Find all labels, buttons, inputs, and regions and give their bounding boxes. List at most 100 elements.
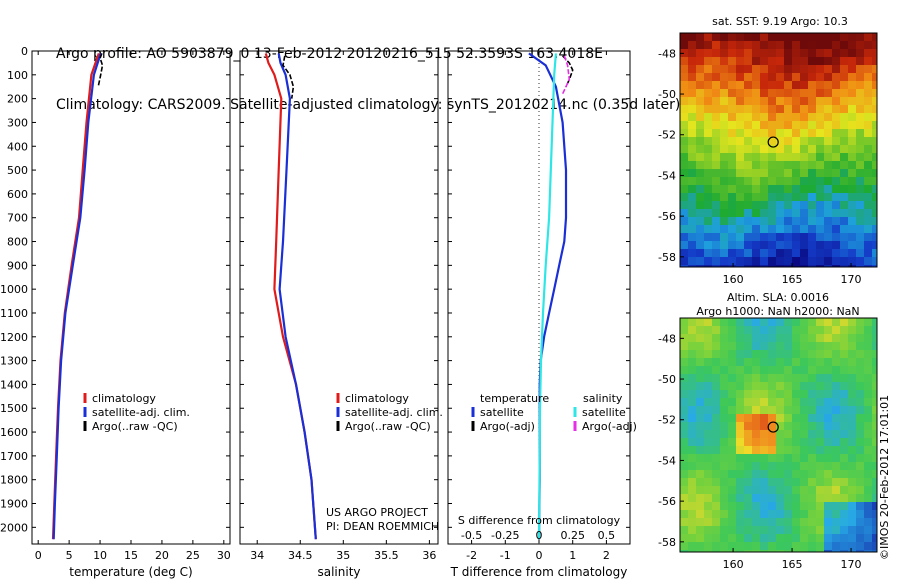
map-lon-label: 160 bbox=[723, 558, 744, 571]
x-tick-label: -1 bbox=[500, 549, 511, 562]
series-line-satellite bbox=[537, 53, 557, 540]
y-tick-label: 1100 bbox=[0, 307, 28, 320]
x-tick-label: 0 bbox=[536, 549, 543, 562]
map-frame bbox=[679, 317, 878, 553]
y-tick-label: 800 bbox=[7, 236, 28, 249]
plot-frame-0 bbox=[31, 50, 231, 545]
s-tick-label: -0.25 bbox=[491, 529, 519, 542]
map-lat-label: -48 bbox=[658, 332, 676, 345]
title-line-1: Argo profile: AO 5903879_0 13-Feb-2012 2… bbox=[56, 46, 603, 62]
y-tick-label: 200 bbox=[7, 93, 28, 106]
series-line-climatology bbox=[51, 53, 100, 540]
map-lon-label: 160 bbox=[723, 273, 744, 286]
map-lon-label: 170 bbox=[841, 558, 862, 571]
y-tick-label: 700 bbox=[7, 212, 28, 225]
y-tick-label: 1700 bbox=[0, 450, 28, 463]
y-tick-label: 1300 bbox=[0, 355, 28, 368]
pi-credit: PI: DEAN ROEMMICH bbox=[326, 520, 439, 533]
plot-frame-1 bbox=[239, 50, 439, 545]
map-lon-label: 170 bbox=[841, 273, 862, 286]
sst-map-field bbox=[680, 33, 877, 267]
legend-argo: Argo(..raw -QC) bbox=[92, 420, 178, 433]
x-tick-label: 0 bbox=[35, 549, 42, 562]
x-tick-label: 20 bbox=[155, 549, 169, 562]
y-tick-label: 2000 bbox=[0, 521, 28, 534]
legend-s-satellite: satellite bbox=[582, 406, 626, 419]
legend-t-satellite: satellite bbox=[480, 406, 524, 419]
map-lat-label: -58 bbox=[658, 251, 676, 264]
map-lat-label: -54 bbox=[658, 169, 676, 182]
y-tick-label: 1800 bbox=[0, 474, 28, 487]
map-lat-label: -50 bbox=[658, 88, 676, 101]
text-layer: 0100200300400500600700800900100011001200… bbox=[0, 15, 862, 579]
y-tick-label: 400 bbox=[7, 140, 28, 153]
x-axis-label: temperature (deg C) bbox=[69, 565, 192, 579]
series-line-climatology bbox=[264, 53, 317, 540]
x-tick-label: 5 bbox=[66, 549, 73, 562]
y-tick-label: 1600 bbox=[0, 426, 28, 439]
map-lat-label: -56 bbox=[658, 495, 676, 508]
s-tick-label: 0.25 bbox=[560, 529, 585, 542]
s-axis-label: S difference from climatology bbox=[458, 514, 621, 527]
map-lat-label: -52 bbox=[658, 414, 676, 427]
x-tick-label: 10 bbox=[93, 549, 107, 562]
series-line-satellite-adj-clim- bbox=[52, 53, 102, 540]
legend-climatology: climatology bbox=[345, 392, 409, 405]
legend-header-temperature: temperature bbox=[480, 392, 549, 405]
x-axis-label: salinity bbox=[317, 565, 360, 579]
x-tick-label: 1 bbox=[569, 549, 576, 562]
x-tick-label: 35.5 bbox=[374, 549, 399, 562]
legend-satellite-adj: satellite-adj. clim. bbox=[92, 406, 190, 419]
series-line-argo-raw-qc- bbox=[282, 55, 295, 99]
sla-map-field bbox=[680, 318, 877, 552]
y-tick-label: 1900 bbox=[0, 498, 28, 511]
x-tick-label: -2 bbox=[466, 549, 477, 562]
legend-header-salinity: salinity bbox=[583, 392, 623, 405]
map-lon-label: 165 bbox=[782, 558, 803, 571]
sst-map-title: sat. SST: 9.19 Argo: 10.3 bbox=[712, 15, 848, 28]
x-tick-label: 30 bbox=[217, 549, 231, 562]
legend-argo: Argo(..raw -QC) bbox=[345, 420, 431, 433]
y-tick-label: 900 bbox=[7, 259, 28, 272]
map-lat-label: -58 bbox=[658, 536, 676, 549]
map-lat-label: -48 bbox=[658, 47, 676, 60]
series-line-argo-adj- bbox=[562, 55, 574, 88]
x-tick-label: 2 bbox=[603, 549, 610, 562]
x-tick-label: 36 bbox=[422, 549, 436, 562]
map-frame bbox=[679, 32, 878, 268]
sla-map-title-2: Argo h1000: NaN h2000: NaN bbox=[696, 305, 859, 318]
figure-title: Argo profile: AO 5903879_0 13-Feb-2012 2… bbox=[56, 12, 680, 131]
s-tick-label: 0 bbox=[536, 529, 543, 542]
y-tick-label: 1500 bbox=[0, 402, 28, 415]
axes-layer bbox=[31, 32, 878, 553]
map-lat-label: -52 bbox=[658, 129, 676, 142]
x-axis-label: T difference from climatology bbox=[450, 565, 628, 579]
legend-climatology: climatology bbox=[92, 392, 156, 405]
series-line-argo-raw-qc- bbox=[97, 53, 104, 87]
map-lat-label: -54 bbox=[658, 454, 676, 467]
legend-t-argo: Argo(-adj) bbox=[480, 420, 535, 433]
timestamp-credit: ©IMOS 20-Feb-2012 17:01:01 bbox=[878, 394, 891, 560]
argo-position-marker bbox=[767, 136, 779, 148]
s-tick-label: 0.5 bbox=[598, 529, 616, 542]
series-line-satellite bbox=[528, 52, 568, 540]
x-tick-label: 34.5 bbox=[288, 549, 313, 562]
series-line-argo-adj- bbox=[561, 55, 571, 95]
y-tick-label: 1400 bbox=[0, 378, 28, 391]
s-tick-label: -0.5 bbox=[461, 529, 482, 542]
map-lon-label: 165 bbox=[782, 273, 803, 286]
x-tick-label: 25 bbox=[186, 549, 200, 562]
project-credit: US ARGO PROJECT bbox=[326, 506, 428, 519]
legend-satellite-adj: satellite-adj. clim. bbox=[345, 406, 443, 419]
y-tick-label: 600 bbox=[7, 188, 28, 201]
map-lat-label: -56 bbox=[658, 210, 676, 223]
y-tick-label: 0 bbox=[21, 45, 28, 58]
y-tick-label: 1200 bbox=[0, 331, 28, 344]
y-tick-label: 1000 bbox=[0, 283, 28, 296]
series-line-satellite-adj-clim- bbox=[277, 53, 317, 540]
x-tick-label: 15 bbox=[124, 549, 138, 562]
legend-s-argo: Argo(-adj) bbox=[582, 420, 637, 433]
argo-position-marker bbox=[767, 421, 779, 433]
y-tick-label: 300 bbox=[7, 116, 28, 129]
